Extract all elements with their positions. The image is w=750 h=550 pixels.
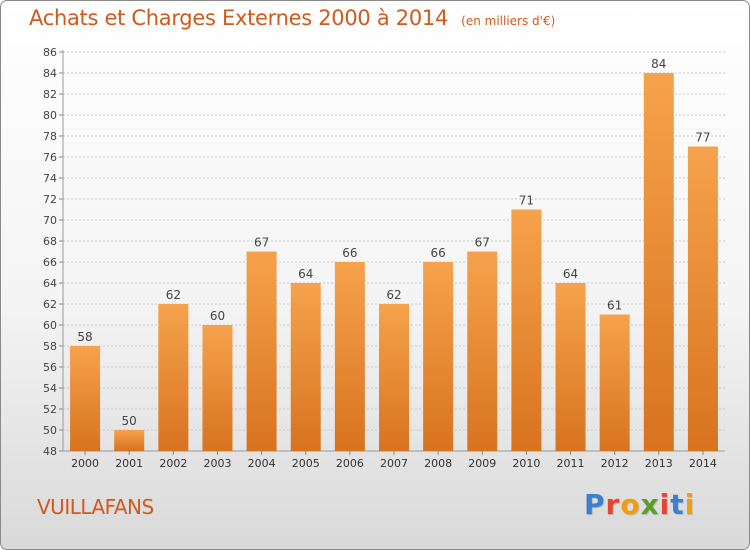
bar-2004[interactable] [246,251,277,452]
x-tick-label: 2013 [645,457,673,470]
data-label-2007: 62 [386,288,401,302]
x-tick-label: 2004 [248,457,276,470]
proxiti-logo[interactable]: Proxiti [584,488,695,521]
x-tick-label: 2014 [689,457,717,470]
y-tick-label: 80 [43,109,57,122]
y-tick-label: 56 [43,361,57,374]
x-tick-label: 2008 [424,457,452,470]
bar-2014[interactable] [687,146,718,452]
logo-letter: x [640,488,660,521]
bar-2001[interactable] [114,430,145,451]
logo-letter: i [659,488,671,521]
data-label-2004: 67 [254,236,269,250]
bar-2011[interactable] [555,283,586,451]
logo-letter: r [605,488,621,521]
data-label-2005: 64 [298,267,313,281]
x-tick-label: 2007 [380,457,408,470]
bar-2002[interactable] [158,304,189,451]
bar-2006[interactable] [334,262,365,451]
data-label-2000: 58 [77,330,92,344]
y-tick-label: 78 [43,130,57,143]
bar-2003[interactable] [202,325,233,451]
commune-name: VUILLAFANS [37,495,154,519]
bar-2013[interactable] [643,73,674,451]
x-tick-label: 2012 [601,457,629,470]
y-tick-label: 66 [43,256,57,269]
x-tick-label: 2009 [468,457,496,470]
bars [70,73,718,451]
data-label-2011: 64 [563,267,578,281]
y-tick-label: 50 [43,424,57,437]
bar-2010[interactable] [511,209,542,452]
y-tick-label: 76 [43,151,57,164]
x-tick-label: 2005 [292,457,320,470]
y-tick-label: 62 [43,298,57,311]
bar-2009[interactable] [467,251,498,452]
y-tick-label: 60 [43,319,57,332]
y-tick-label: 54 [43,382,57,395]
data-label-2001: 50 [122,414,137,428]
y-tick-label: 86 [43,46,57,59]
y-tick-label: 74 [43,172,57,185]
data-label-2008: 66 [430,246,445,260]
x-tick-label: 2000 [71,457,99,470]
bar-2007[interactable] [379,304,409,451]
bar-2008[interactable] [423,262,454,451]
data-label-2002: 62 [166,288,181,302]
data-label-2013: 84 [651,57,666,71]
y-tick-label: 58 [43,340,57,353]
x-tick-label: 2010 [512,457,540,470]
bar-2012[interactable] [599,314,630,452]
y-tick-label: 68 [43,235,57,248]
y-tick-label: 64 [43,277,57,290]
data-labels: 58 50 62 60 67 64 66 62 66 67 71 64 61 84 77 [77,57,710,428]
data-label-2014: 77 [695,131,710,145]
bar-2005[interactable] [290,283,321,451]
x-tick-label: 2006 [336,457,364,470]
title-row: Achats et Charges Externes 2000 à 2014 (… [29,6,555,30]
x-tick-label: 2001 [115,457,143,470]
data-label-2010: 71 [519,194,534,208]
y-tick-label: 70 [43,214,57,227]
chart-title: Achats et Charges Externes 2000 à 2014 [29,6,449,30]
x-tick-label: 2002 [159,457,187,470]
data-label-2009: 67 [475,236,490,250]
logo-letter: t [670,488,685,521]
y-tick-label: 82 [43,88,57,101]
data-label-2012: 61 [607,299,622,313]
y-tick-label: 48 [43,445,57,458]
data-label-2006: 66 [342,246,357,260]
y-tick-label: 52 [43,403,57,416]
x-tick-label: 2011 [557,457,585,470]
logo-letter: o [620,488,641,521]
logo-letter: i [684,488,696,521]
logo-letter: P [584,488,606,521]
y-tick-label: 84 [43,67,57,80]
bar-2000[interactable] [70,346,101,451]
y-tick-label: 72 [43,193,57,206]
data-label-2003: 60 [210,309,225,323]
x-tick-label: 2003 [203,457,231,470]
chart-unit: (en milliers d'€) [461,14,556,28]
